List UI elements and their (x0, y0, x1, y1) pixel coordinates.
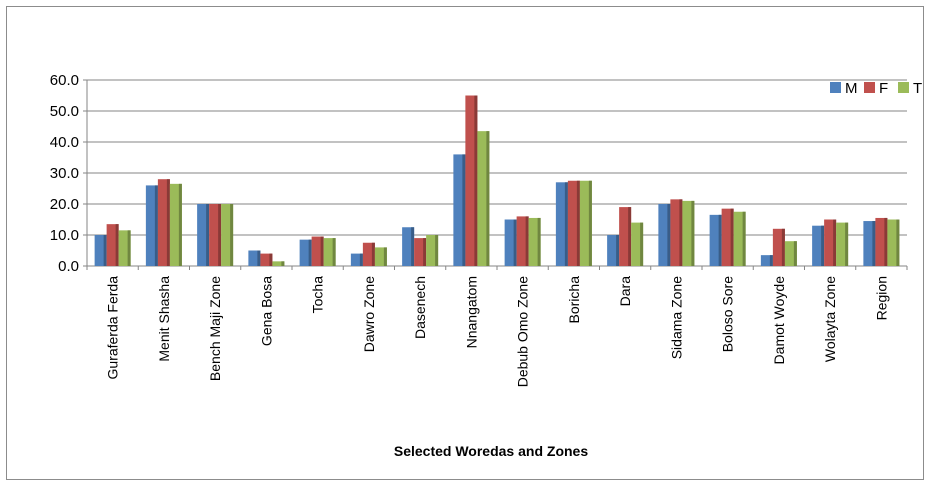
bar-T-shade (588, 180, 592, 266)
bar-F-shade (833, 219, 837, 266)
bar-M-shade (513, 219, 517, 266)
bar-T-shade (793, 241, 797, 266)
x-category-label: Tocha (310, 276, 326, 314)
bar-T-shade (127, 230, 131, 266)
bar-F-shade (115, 224, 119, 266)
legend-label-M: M (845, 80, 858, 97)
x-category-label: Guraferda Ferda (105, 276, 121, 380)
x-category-label: Dasenech (412, 276, 428, 339)
y-tick-label: 0.0 (58, 258, 79, 275)
x-category-label: Dara (617, 276, 633, 307)
x-category-label: Nnangatom (463, 276, 479, 348)
legend-swatch-T (898, 82, 909, 93)
bar-T-shade (332, 238, 336, 266)
bar-F-shade (576, 180, 580, 266)
bar-F-shade (269, 253, 273, 266)
bar-F-shade (679, 199, 683, 266)
bar-F-shade (730, 208, 734, 266)
y-tick-label: 40.0 (50, 134, 79, 151)
bar-T-shade (640, 222, 644, 266)
bar-M-shade (206, 204, 210, 266)
x-category-label: Boricha (566, 276, 582, 324)
bar-T-shade (178, 183, 182, 266)
x-category-label: Wolayta Zone (822, 276, 838, 362)
bar-M-shade (411, 227, 415, 266)
x-category-label: Debub Omo Zone (515, 276, 531, 387)
bar-M (760, 255, 773, 266)
bar-F-shade (320, 236, 324, 266)
bar-F-shade (781, 228, 785, 266)
y-tick-label: 30.0 (50, 165, 79, 182)
legend-swatch-M (830, 82, 841, 93)
bar-T (272, 261, 285, 266)
bar-M-shade (769, 255, 773, 266)
x-category-label: Menit Shasha (156, 276, 172, 362)
bar-F-shade (884, 217, 888, 266)
bar-F-shade (166, 179, 170, 266)
y-tick-label: 20.0 (50, 196, 79, 213)
y-tick-label: 50.0 (50, 103, 79, 120)
x-category-label: Gena Bosa (258, 276, 274, 346)
bar-T-shade (742, 211, 746, 266)
legend-swatch-F (864, 82, 875, 93)
bar-F-shade (218, 204, 222, 266)
bar-M-shade (257, 250, 261, 266)
x-axis-title: Selected Woredas and Zones (394, 443, 588, 459)
x-category-label: Sidama Zone (668, 276, 684, 359)
bar-T-shade (383, 247, 387, 266)
bar-T-shade (537, 217, 541, 266)
x-category-label: Region (873, 276, 889, 320)
x-category-label: Bench Maji Zone (207, 276, 223, 381)
bar-M-shade (359, 253, 363, 266)
bar-M-shade (616, 235, 620, 266)
bar-M-shade (821, 225, 825, 266)
legend-label-F: F (879, 80, 888, 97)
y-tick-label: 60.0 (50, 72, 79, 89)
bar-F-shade (371, 242, 375, 266)
bar-M-shade (462, 154, 466, 266)
bar-M-shade (308, 239, 312, 266)
bar-T-shade (896, 219, 900, 266)
bar-T-shade (486, 131, 490, 266)
x-category-label: Boloso Sore (720, 276, 736, 352)
bar-T-shade (845, 222, 849, 266)
x-category-label: Dawro Zone (361, 276, 377, 352)
bar-T-shade (691, 200, 695, 266)
bar-F-shade (628, 207, 632, 266)
bar-M-shade (718, 214, 722, 266)
bar-F-shade (525, 216, 529, 266)
bar-M-shade (103, 235, 107, 266)
bar-M-shade (667, 204, 671, 266)
bar-F-shade (474, 95, 478, 266)
bar-M-shade (154, 185, 158, 266)
bar-T-shade (281, 261, 285, 266)
bar-T-shade (230, 204, 234, 266)
bar-M-shade (872, 221, 876, 266)
y-tick-label: 10.0 (50, 227, 79, 244)
bar-T-shade (435, 235, 439, 266)
legend-label-T: T (913, 80, 922, 97)
x-category-label: Damot Woyde (771, 276, 787, 365)
bar-F-shade (423, 238, 427, 266)
bar-M-shade (564, 182, 568, 266)
